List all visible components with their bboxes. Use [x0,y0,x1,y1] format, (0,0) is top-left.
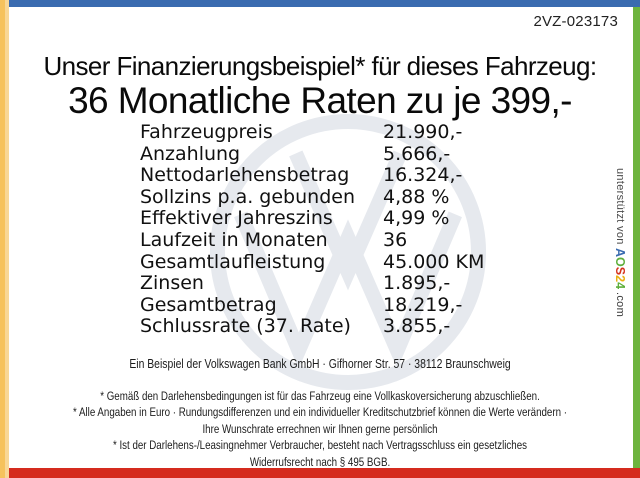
table-row-value: 4,99 % [383,207,450,230]
brand-letter: O [613,257,627,267]
table-row-value: 1.895,- [383,272,451,295]
table-row-label: Gesamtbetrag [140,293,277,316]
footnote-revocation: * Ist der Darlehens-/Leasingnehmer Verbr… [112,438,528,469]
table-row: Anzahlung 5.666,- [140,142,570,166]
table-row-label: Effektiver Jahreszins [140,207,333,230]
frame-bottom-strip [9,468,640,478]
finance-table: Fahrzeugpreis 21.990,- Anzahlung 5.666,-… [140,121,570,338]
monthly-rate-headline: 36 Monatliche Raten zu je 399,- [68,80,572,121]
table-row-value: 4,88 % [383,185,450,208]
side-credit: unterstützt von AOS24 .com [613,168,627,317]
document-id: 2VZ-023173 [533,13,618,30]
table-row-value: 21.990,- [383,121,463,143]
table-row-label: Nettodarlehensbetrag [140,164,350,187]
table-row-value: 16.324,- [383,164,463,187]
frame-right-strip [633,7,640,468]
table-row: Effektiver Jahreszins 4,99 % [140,208,570,230]
bank-address-line: Ein Beispiel der Volkswagen Bank GmbH · … [129,356,511,371]
table-row-value: 45.000 KM [383,250,485,273]
side-credit-prefix: unterstützt von [614,168,626,245]
table-row-label: Zinsen [140,272,204,295]
table-row-label: Sollzins p.a. gebunden [140,185,355,208]
footnote-insurance: * Gemäß den Darlehensbedingungen ist für… [100,389,540,403]
table-row: Gesamtbetrag 18.219,- [140,293,570,317]
table-row: Schlussrate (37. Rate) 3.855,- [140,316,570,338]
frame-top-strip [9,0,640,7]
table-row-value: 18.219,- [383,293,463,316]
page-title: Unser Finanzierungsbeispiel* für dieses … [43,51,597,81]
table-row-label: Laufzeit in Monaten [140,228,328,251]
brand-letter: 2 [613,275,627,283]
table-row: Gesamtlaufleistung 45.000 KM [140,250,570,274]
brand-letter: 4 [613,282,627,290]
aos24-logo: AOS24 [613,248,627,289]
table-row-value: 5.666,- [383,142,451,165]
brand-letter: A [613,248,627,258]
frame-left-strip [0,0,9,478]
table-row-label: Fahrzeugpreis [140,121,273,143]
brand-letter: S [613,266,627,276]
table-row-label: Schlussrate (37. Rate) [140,315,351,338]
table-row: Nettodarlehensbetrag 16.324,- [140,165,570,187]
table-row-label: Gesamtlaufleistung [140,250,326,273]
table-row: Laufzeit in Monaten 36 [140,228,570,252]
table-row: Zinsen 1.895,- [140,273,570,295]
side-credit-suffix: .com [614,292,626,318]
table-row: Sollzins p.a. gebunden 4,88 % [140,185,570,209]
footnote-euro-values: * Alle Angaben in Euro · Rundungsdiffere… [73,405,567,436]
table-row-value: 36 [383,228,408,251]
table-row-label: Anzahlung [140,142,241,165]
table-row-value: 3.855,- [383,315,451,338]
table-row: Fahrzeugpreis 21.990,- [140,121,570,144]
